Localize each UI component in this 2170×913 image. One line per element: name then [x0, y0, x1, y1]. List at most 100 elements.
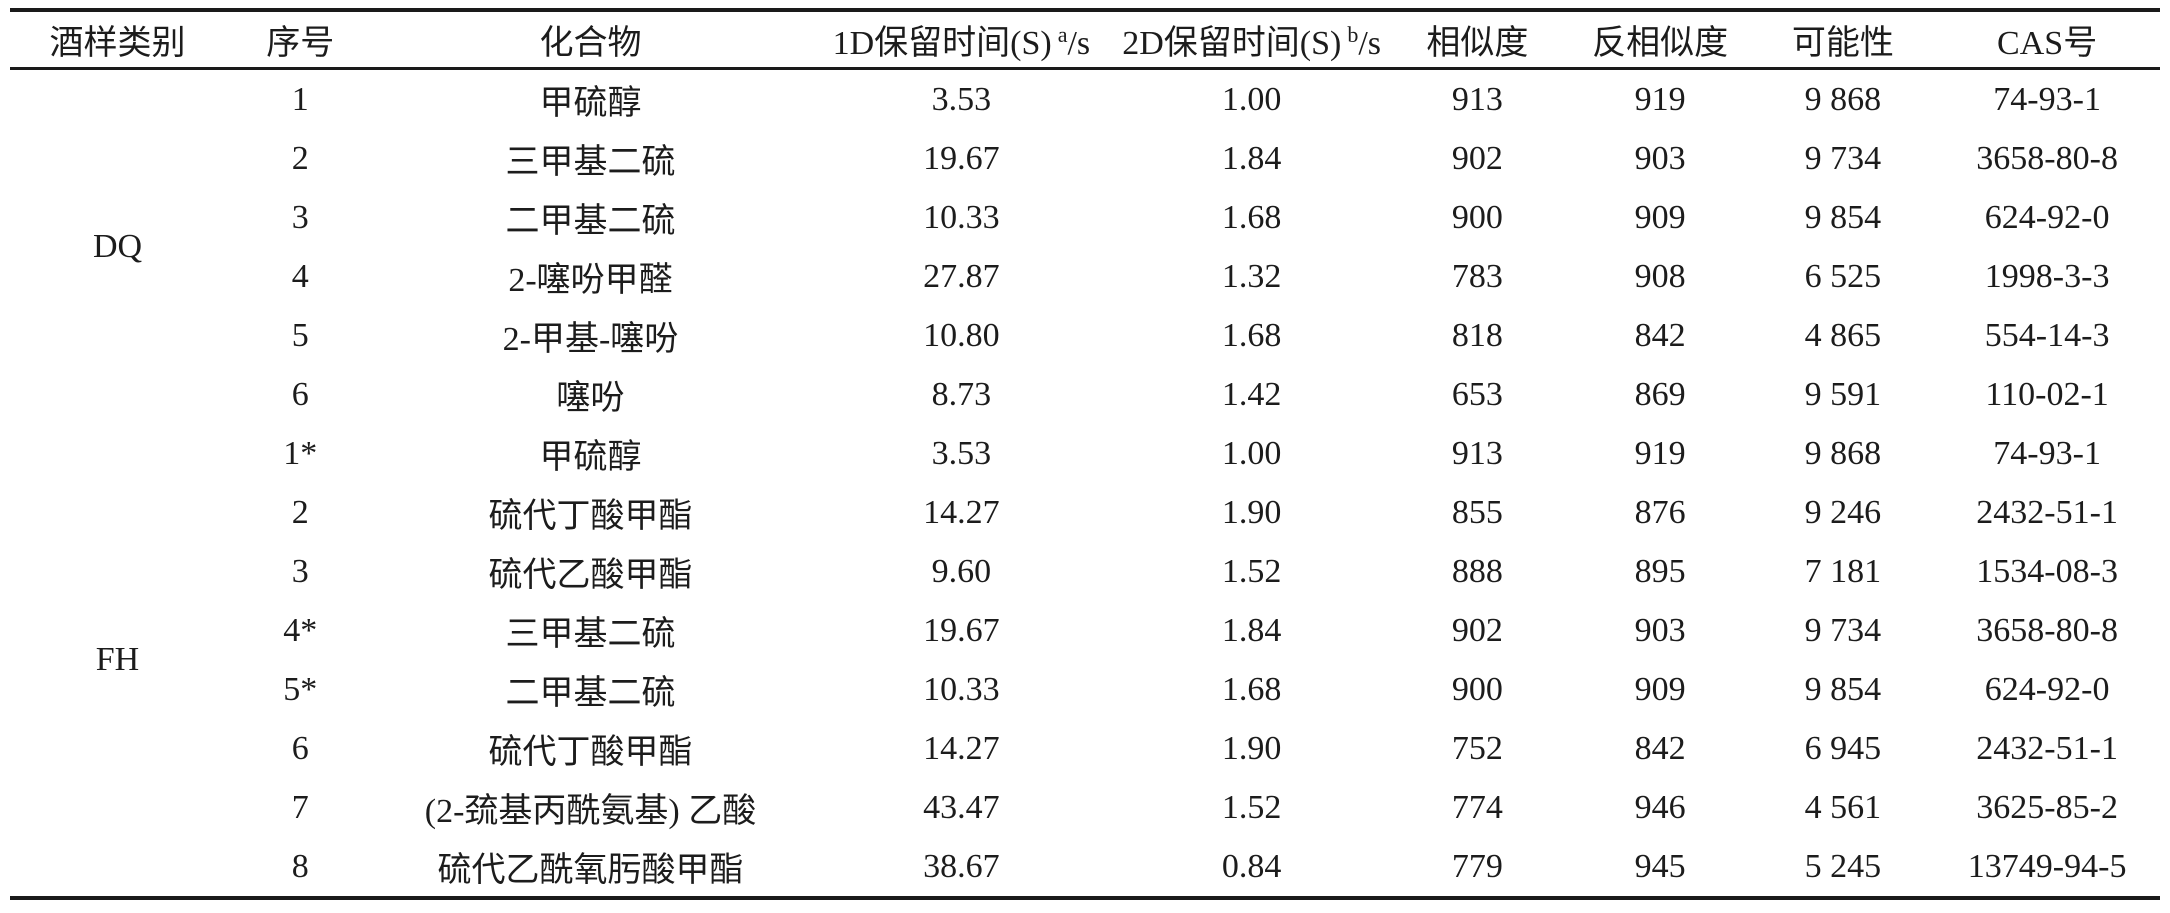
cell-compound: 三甲基二硫 [505, 144, 676, 181]
cell-rt1: 27.87 [923, 257, 1000, 295]
cell-cas: 624-92-0 [1984, 670, 2110, 708]
cell-probability: 7 181 [1804, 552, 1882, 590]
cell-serial: 2 [291, 139, 309, 177]
cell-serial: 3 [291, 198, 309, 236]
rt1-superscript: a [1057, 21, 1068, 47]
cell-serial: 4* [283, 611, 318, 649]
table-row: 4 2-噻吩甲醛 27.87 1.32 783 908 6 525 1998-3… [10, 247, 2160, 306]
cell-probability: 9 734 [1804, 139, 1882, 177]
cell-compound: 噻吩 [556, 380, 625, 417]
cell-rt2: 1.00 [1221, 434, 1282, 472]
cell-rt2: 1.68 [1221, 198, 1282, 236]
cell-compound: 2-甲基-噻吩 [502, 321, 679, 358]
cell-rt1: 38.67 [923, 847, 1000, 885]
table-row: 4* 三甲基二硫 19.67 1.84 902 903 9 734 3658-8… [10, 601, 2160, 660]
cell-rt1: 8.73 [931, 375, 992, 413]
cell-similarity: 855 [1451, 493, 1503, 531]
cell-similarity: 783 [1451, 257, 1503, 295]
cell-cas: 13749-94-5 [1967, 847, 2127, 885]
cell-compound: 硫代丁酸甲酯 [488, 734, 693, 771]
col-header-probability: 可能性 [1751, 10, 1935, 70]
cell-serial: 1* [283, 434, 318, 472]
cell-probability: 5 245 [1804, 847, 1882, 885]
cell-probability: 9 854 [1804, 198, 1882, 236]
cell-serial: 8 [291, 847, 309, 885]
cell-reverse-similarity: 869 [1634, 375, 1686, 413]
col-header-rt1: 1D保留时间(S) a/s [805, 10, 1118, 70]
col-header-compound: 化合物 [375, 10, 806, 70]
cell-serial: 5 [291, 316, 309, 354]
col-header-rt2: 2D保留时间(S) b/s [1117, 10, 1386, 70]
cell-compound: 二甲基二硫 [505, 203, 676, 240]
cell-probability: 9 854 [1804, 670, 1882, 708]
table-row: 7 (2-巯基丙酰氨基) 乙酸 43.47 1.52 774 946 4 561… [10, 778, 2160, 837]
cell-reverse-similarity: 909 [1634, 670, 1686, 708]
cell-serial: 1 [291, 80, 309, 118]
table-row: 3 硫代乙酸甲酯 9.60 1.52 888 895 7 181 1534-08… [10, 542, 2160, 601]
cell-similarity: 900 [1451, 198, 1503, 236]
cell-rt2: 1.68 [1221, 316, 1282, 354]
cell-probability: 4 865 [1804, 316, 1882, 354]
cell-similarity: 888 [1451, 552, 1503, 590]
table-row: 6 噻吩 8.73 1.42 653 869 9 591 110-02-1 [10, 365, 2160, 424]
cell-compound: (2-巯基丙酰氨基) 乙酸 [424, 793, 757, 830]
cell-compound: 硫代乙酸甲酯 [488, 557, 693, 594]
col-header-similarity: 相似度 [1386, 10, 1569, 70]
cell-rt2: 1.68 [1221, 670, 1282, 708]
cell-similarity: 779 [1451, 847, 1503, 885]
cell-similarity: 752 [1451, 729, 1503, 767]
cell-compound: 甲硫醇 [539, 85, 642, 122]
cell-serial: 6 [291, 375, 309, 413]
cell-rt2: 1.42 [1221, 375, 1282, 413]
table-row: 5* 二甲基二硫 10.33 1.68 900 909 9 854 624-92… [10, 660, 2160, 719]
cell-rt2: 1.52 [1221, 552, 1282, 590]
table-row: 3 二甲基二硫 10.33 1.68 900 909 9 854 624-92-… [10, 188, 2160, 247]
cell-reverse-similarity: 945 [1634, 847, 1686, 885]
cell-reverse-similarity: 895 [1634, 552, 1686, 590]
table-row: 2 硫代丁酸甲酯 14.27 1.90 855 876 9 246 2432-5… [10, 483, 2160, 542]
rt2-header-unit: /s [1358, 25, 1382, 62]
cell-serial: 6 [291, 729, 309, 767]
cell-rt1: 19.67 [923, 139, 1000, 177]
cell-similarity: 900 [1451, 670, 1503, 708]
group-label-dq: DQ [92, 228, 143, 265]
cell-compound: 二甲基二硫 [505, 675, 676, 712]
cell-probability: 9 734 [1804, 611, 1882, 649]
cell-cas: 2432-51-1 [1976, 729, 2118, 767]
cell-rt2: 1.90 [1221, 493, 1282, 531]
cell-similarity: 818 [1451, 316, 1503, 354]
cell-rt1: 14.27 [923, 493, 1000, 531]
group-label-fh: FH [95, 641, 140, 678]
cell-cas: 554-14-3 [1984, 316, 2110, 354]
col-header-serial: 序号 [225, 10, 376, 70]
table-row: 8 硫代乙酰氧肟酸甲酯 38.67 0.84 779 945 5 245 137… [10, 837, 2160, 898]
cell-rt1: 3.53 [931, 80, 992, 118]
table-header: 酒样类别 序号 化合物 1D保留时间(S) a/s 2D保留时间(S) b/s 相似… [10, 10, 2160, 70]
col-header-sample-type: 酒样类别 [10, 10, 225, 70]
cell-probability: 6 945 [1804, 729, 1882, 767]
cell-probability: 4 561 [1804, 788, 1882, 826]
rt2-header-text: 2D保留时间(S) [1122, 25, 1342, 62]
cell-cas: 624-92-0 [1984, 198, 2110, 236]
col-header-cas: CAS号 [1934, 10, 2160, 70]
cell-cas: 2432-51-1 [1976, 493, 2118, 531]
cell-reverse-similarity: 842 [1634, 316, 1686, 354]
cell-rt1: 14.27 [923, 729, 1000, 767]
cell-rt1: 10.33 [923, 198, 1000, 236]
cell-rt1: 9.60 [931, 552, 992, 590]
table-row: 6 硫代丁酸甲酯 14.27 1.90 752 842 6 945 2432-5… [10, 719, 2160, 778]
cell-reverse-similarity: 876 [1634, 493, 1686, 531]
cell-similarity: 902 [1451, 139, 1503, 177]
cell-rt1: 43.47 [923, 788, 1000, 826]
cell-reverse-similarity: 842 [1634, 729, 1686, 767]
cell-cas: 74-93-1 [1993, 80, 2101, 118]
rt1-header-text: 1D保留时间(S) [832, 25, 1052, 62]
cell-cas: 3658-80-8 [1976, 611, 2118, 649]
cell-rt1: 3.53 [931, 434, 992, 472]
cell-rt2: 1.00 [1221, 80, 1282, 118]
cell-rt1: 10.33 [923, 670, 1000, 708]
cell-reverse-similarity: 919 [1634, 434, 1686, 472]
cell-similarity: 913 [1451, 434, 1503, 472]
cell-similarity: 902 [1451, 611, 1503, 649]
cell-cas: 1998-3-3 [1984, 257, 2110, 295]
